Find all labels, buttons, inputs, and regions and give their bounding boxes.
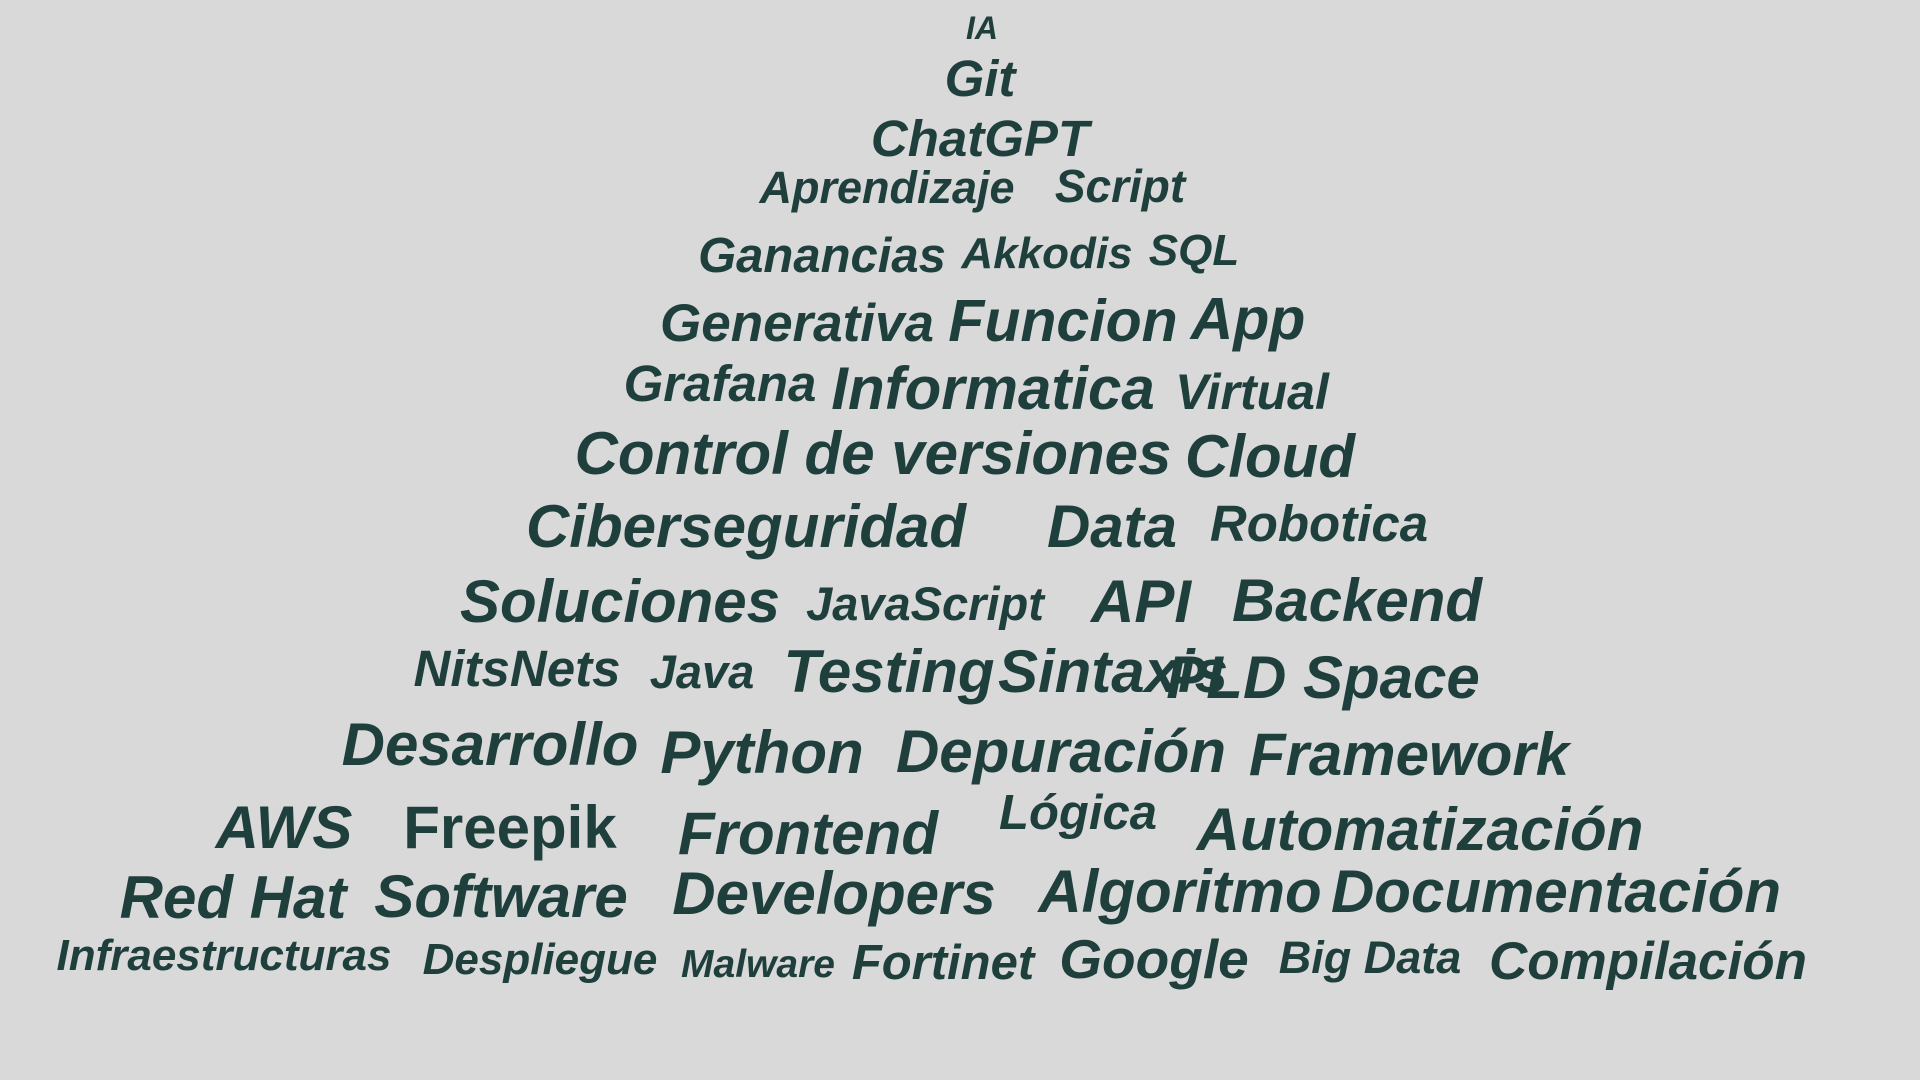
word-app: App (1190, 286, 1306, 352)
word-funcion: Funcion (948, 288, 1178, 354)
word-compilacion: Compilación (1488, 932, 1808, 991)
word-ciberseguridad: Ciberseguridad (525, 493, 967, 560)
word-despliegue: Despliegue (422, 935, 658, 984)
word-red-hat: Red Hat (119, 864, 347, 931)
word-backend: Backend (1231, 567, 1483, 634)
word-sql: SQL (1148, 226, 1240, 275)
word-java: Java (649, 645, 755, 698)
word-infraestructuras: Infraestructuras (56, 931, 392, 980)
word-automatizacion: Automatización (1196, 796, 1644, 863)
word-ganancias: Ganancias (698, 229, 946, 283)
word-akkodis: Akkodis (961, 229, 1133, 278)
word-grafana: Grafana (623, 355, 817, 412)
word-soluciones: Soluciones (459, 568, 781, 635)
word-generativa: Generativa (660, 294, 934, 353)
word-documentacion: Documentación (1330, 858, 1782, 925)
word-cloud: Cloud (1185, 423, 1355, 490)
word-framework: Framework (1248, 721, 1570, 788)
word-git: Git (944, 50, 1016, 107)
word-nitsnets: NitsNets (413, 640, 621, 697)
word-informatica: Informatica (831, 355, 1155, 422)
word-api: API (1090, 568, 1192, 635)
word-virtual: Virtual (1175, 364, 1329, 420)
word-ia: IA (966, 10, 998, 46)
word-aws: AWS (215, 794, 353, 861)
word-sintaxis: Sintaxis (997, 638, 1229, 705)
word-google: Google (1059, 928, 1249, 990)
word-aprendizaje: Aprendizaje (759, 162, 1015, 213)
word-big-data: Big Data (1278, 932, 1462, 983)
word-python: Python (660, 719, 864, 786)
word-logica: Lógica (999, 786, 1157, 840)
word-control-de-versiones: Control de versiones (574, 420, 1172, 487)
word-developers: Developers (672, 860, 996, 927)
word-robotica: Robotica (1209, 495, 1429, 552)
word-software: Software (374, 863, 628, 930)
word-chatgpt: ChatGPT (870, 110, 1090, 167)
word-frontend: Frontend (678, 800, 938, 867)
word-javascript: JavaScript (806, 577, 1044, 630)
word-fortinet: Fortinet (851, 936, 1035, 990)
word-script: Script (1054, 160, 1186, 212)
word-pld-space: PLD Space (1166, 644, 1480, 711)
word-testing: Testing (783, 638, 995, 705)
word-desarrollo: Desarrollo (341, 711, 639, 778)
word-malware: Malware (681, 943, 835, 986)
word-data: Data (1046, 493, 1178, 560)
word-depuracion: Depuración (895, 718, 1227, 785)
word-freepik: Freepik (403, 794, 617, 861)
word-algoritmo: Algoritmo (1038, 858, 1322, 925)
